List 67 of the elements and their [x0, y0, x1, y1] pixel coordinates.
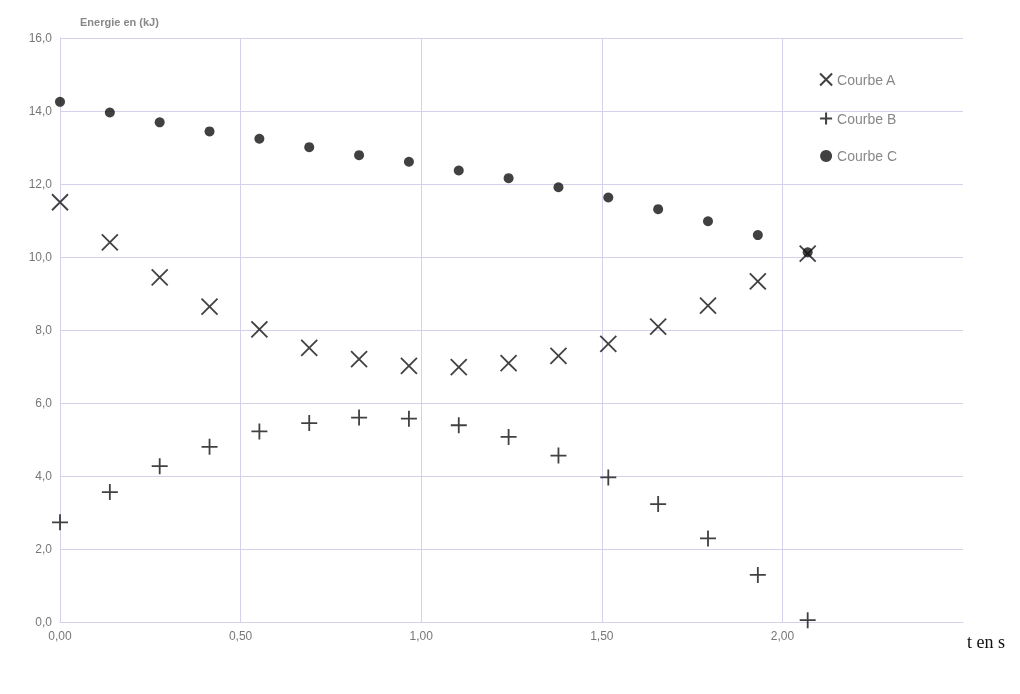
- legend-label: Courbe B: [837, 110, 897, 127]
- point: [55, 96, 65, 107]
- y-axis-title: Energie en (kJ): [80, 15, 160, 28]
- point: [250, 422, 269, 441]
- point: [503, 173, 514, 184]
- x-tick-label: 0,00: [48, 629, 72, 643]
- point: [100, 233, 119, 252]
- y-tick-label: 6,0: [35, 396, 53, 410]
- point: [200, 437, 219, 456]
- y-tick-label: 2,0: [35, 542, 53, 556]
- point: [400, 356, 418, 375]
- y-tick-label: 8,0: [35, 323, 53, 337]
- y-tick-label: 0,0: [35, 615, 53, 629]
- y-tick-label: 14,0: [28, 104, 53, 118]
- point: [300, 414, 319, 432]
- point: [51, 193, 69, 212]
- point: [250, 320, 269, 339]
- point: [350, 408, 368, 427]
- y-tick-label: 16,0: [28, 31, 53, 45]
- point: [200, 297, 219, 316]
- point: [699, 296, 717, 315]
- x-axis-title: t en s: [967, 632, 1005, 652]
- point: [51, 513, 69, 532]
- point: [300, 338, 319, 357]
- point: [549, 347, 568, 365]
- point: [599, 468, 618, 487]
- point: [150, 268, 169, 287]
- point: [699, 529, 717, 548]
- point: [798, 244, 817, 263]
- x-tick-label: 0,50: [228, 629, 253, 643]
- point: [599, 334, 618, 353]
- point: [802, 247, 813, 258]
- point: [549, 446, 568, 465]
- point: [350, 350, 368, 369]
- point: [204, 126, 215, 137]
- point: [254, 133, 265, 144]
- point: [150, 457, 169, 476]
- point: [703, 216, 713, 227]
- y-tick-label: 12,0: [28, 177, 53, 191]
- point: [499, 428, 518, 446]
- point: [154, 117, 165, 128]
- point: [653, 204, 664, 215]
- x-tick-label: 1,50: [590, 629, 614, 643]
- point: [104, 107, 115, 118]
- point: [649, 495, 668, 514]
- point: [453, 165, 464, 176]
- point: [748, 272, 767, 291]
- legend-label: Courbe A: [837, 71, 897, 88]
- point: [752, 230, 763, 241]
- point: [354, 150, 365, 161]
- point: [449, 358, 468, 377]
- y-tick-label: 10,0: [28, 250, 53, 264]
- x-tick-label: 1,00: [409, 629, 434, 643]
- x-tick-label: 2,00: [770, 629, 795, 643]
- point: [400, 409, 418, 428]
- point: [304, 142, 315, 153]
- y-tick-label: 4,0: [35, 469, 53, 483]
- point: [649, 317, 668, 336]
- point: [449, 416, 468, 435]
- point: [100, 483, 119, 501]
- point: [798, 611, 817, 630]
- point: [603, 192, 614, 203]
- point: [553, 182, 564, 193]
- legend-label: Courbe C: [837, 148, 897, 164]
- point: [748, 566, 767, 584]
- point: [403, 156, 414, 167]
- point: [499, 354, 518, 373]
